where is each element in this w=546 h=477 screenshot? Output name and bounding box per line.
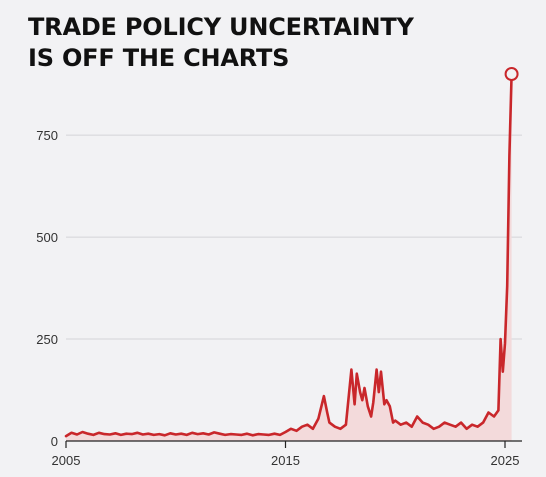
- endpoint-marker: [504, 67, 519, 81]
- series-area-fill: [66, 74, 512, 441]
- y-tick-label-250: 250: [36, 332, 58, 347]
- axis-layer: [65, 440, 522, 448]
- label-layer: 0 250 500 750 2005 2015 2025: [36, 128, 519, 468]
- area-layer: [64, 67, 519, 441]
- chart-title-line-1: TRADE POLICY UNCERTAINTY: [28, 13, 414, 41]
- x-tick-label-2015: 2015: [271, 453, 300, 468]
- chart-title-line-2: IS OFF THE CHARTS: [28, 44, 290, 72]
- grid-layer: [66, 134, 522, 340]
- y-tick-label-750: 750: [36, 128, 58, 143]
- x-tick-label-2005: 2005: [52, 453, 81, 468]
- y-tick-label-0: 0: [51, 434, 58, 449]
- y-tick-label-500: 500: [36, 230, 58, 245]
- x-tick-label-2025: 2025: [491, 453, 520, 468]
- series-line: [64, 72, 513, 438]
- chart-title: TRADE POLICY UNCERTAINTY IS OFF THE CHAR…: [28, 12, 528, 74]
